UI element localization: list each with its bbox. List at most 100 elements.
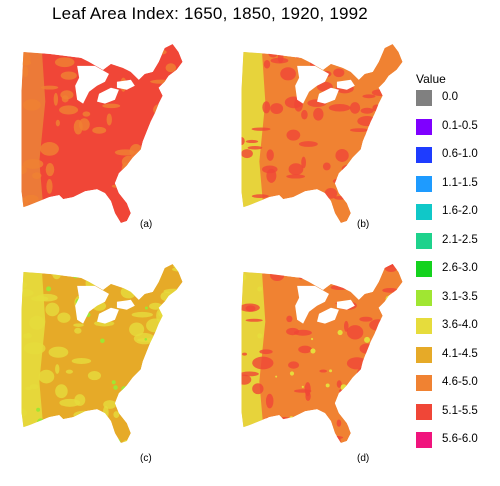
map-patch [163,288,183,294]
legend-item: 0.0 [408,90,500,114]
map-patch [156,49,167,55]
map-patch [177,300,183,309]
map-patch [174,440,179,444]
map-patch [57,265,61,270]
map-patch [369,319,388,331]
map-patch [360,201,377,214]
map-patch [301,156,306,169]
map-patch [141,270,161,285]
map-patch [35,293,58,302]
map-patch [242,352,248,356]
page-title: Leaf Area Index: 1650, 1850, 1920, 1992 [52,4,368,23]
map-patch [162,344,173,353]
map-patch [369,132,387,146]
legend-item: 2.1-2.5 [408,232,500,257]
map-patch [364,336,371,343]
map-patch [146,263,163,269]
map-patch [63,429,70,436]
map-patch [362,94,376,99]
legend-label: 1.6-2.0 [442,205,478,217]
map-patch [105,207,114,215]
map-patch [365,383,369,387]
map-patch [337,329,343,336]
legend-label: 3.1-3.5 [442,290,478,303]
map-patch [117,439,121,443]
map-patch [340,384,347,391]
map-patch [32,172,42,179]
map-patch [113,411,120,419]
map-patch [319,369,328,373]
map-patch [349,128,369,133]
map-patch [131,51,140,63]
map-patch [362,421,378,436]
map-patch [394,289,402,297]
legend-label: 2.6-3.0 [442,262,478,274]
map-patch [156,151,169,166]
map-patch [106,113,112,126]
map-patch [43,263,62,270]
map-patch [241,303,260,312]
map-patch [158,309,176,319]
map-patch [386,89,402,98]
map-patch [29,315,45,330]
map-patch [55,119,60,127]
map-patch [99,279,119,283]
legend-swatch [416,175,432,192]
map-patch [251,127,271,131]
map-patch [300,420,322,427]
legend-item: 3.6-4.0 [408,318,500,342]
legend-swatch [416,346,432,363]
map-patch [359,268,365,275]
map-patch [75,45,98,54]
map-patch [241,441,250,444]
map-patch [280,263,289,268]
map-patch [100,338,105,344]
map-patch [131,311,153,318]
great-lakes [75,65,135,104]
legend-title: Value [416,72,446,86]
map-patch [373,426,385,433]
map-patch [385,295,393,303]
map-patch [349,102,361,114]
map-patch [388,91,396,98]
legend-item: 5.6-6.0 [408,432,500,456]
legend-item: 0.6-1.0 [408,147,500,171]
map-patch [325,383,330,388]
map-patch [326,270,343,284]
map-patch [53,92,59,106]
map-patch [144,205,165,219]
map-patch [396,299,403,304]
map-patch [178,314,183,322]
map-patch [324,188,338,199]
map-patch [262,101,271,114]
map-patch [307,426,323,440]
map-patch [102,103,121,109]
map-land [241,263,403,444]
map-patch [299,417,317,431]
map-patch [133,273,147,282]
map-patch [65,369,73,374]
map-patch [130,173,143,182]
map-patch [348,49,361,60]
map-patch [103,267,121,272]
map-patch [77,426,97,439]
map-patch [54,57,75,68]
map-patch [107,271,117,278]
legend-label: 4.6-5.0 [442,376,478,388]
map-patch [59,199,76,210]
map-patch [23,194,39,204]
map-patch [289,371,295,376]
map-patch [376,164,394,176]
map-patch [59,398,81,407]
map-patch [251,194,269,199]
map-patch [174,167,183,179]
map-patch [168,427,183,436]
map-patch [102,405,109,420]
map-patch [350,436,363,443]
map-patch [288,163,304,176]
map-region-west [241,43,266,224]
map-patch [147,280,152,284]
map-patch [294,418,301,431]
map-patch [129,322,145,337]
map-patch [294,47,301,59]
